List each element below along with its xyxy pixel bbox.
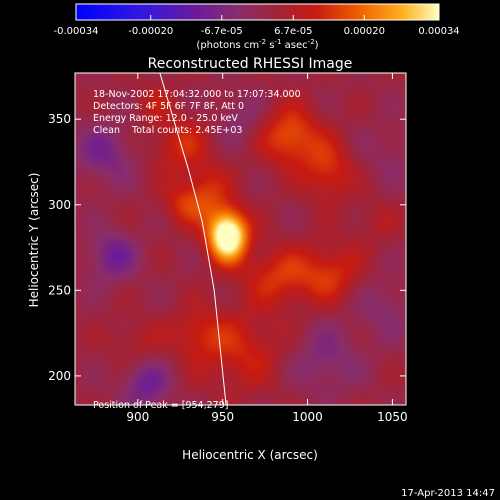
annotation-detectors: Detectors: 4F 5F 6F 7F 8F, Att 0 [93, 101, 244, 112]
y-tick-label: 300 [48, 198, 71, 212]
annotation-time-range: 18-Nov-2002 17:04:32.000 to 17:07:34.000 [93, 89, 301, 100]
plot-frame [74, 72, 407, 406]
annotation-counts: Clean Total counts: 2.45E+03 [93, 125, 242, 136]
y-axis-label: Heliocentric Y (arcsec) [27, 173, 41, 308]
colorbar-tick-label: 0.00020 [344, 26, 385, 37]
footer-date: 17-Apr-2013 14:47 [401, 488, 495, 499]
heatmap-image [75, 73, 406, 405]
colorbar-ticks: -0.00034 -0.00020 -6.7e-05 6.7e-05 0.00020 0.… [54, 15, 460, 37]
colorbar-unit: (photons cm-2 s-1 asec-2) [196, 38, 318, 51]
colorbar-tick-label: -0.00034 [54, 26, 99, 37]
annotation-block: 18-Nov-2002 17:04:32.000 to 17:07:34.000… [93, 89, 301, 136]
colorbar-gradient [75, 3, 440, 21]
colorbar-tick-label: -6.7e-05 [201, 26, 243, 37]
x-tick-label: 950 [211, 410, 234, 424]
peak-position-label: Position of Peak = [954,279] [93, 400, 228, 411]
x-tick-label: 1050 [377, 410, 408, 424]
y-tick-label: 250 [48, 283, 71, 297]
plot-area: 900 950 1000 1050 200 250 300 350 [48, 72, 408, 424]
x-axis-label: Heliocentric X (arcsec) [182, 448, 318, 462]
y-tick-label: 350 [48, 112, 71, 126]
colorbar-tick-label: -0.00020 [128, 26, 173, 37]
y-tick-label: 200 [48, 369, 71, 383]
colorbar-tick-label: 6.7e-05 [274, 26, 312, 37]
solar-limb-curve [159, 73, 227, 405]
colorbar-tick-label: 0.00034 [418, 26, 459, 37]
x-tick-label: 1000 [292, 410, 323, 424]
axis-ticks: 900 950 1000 1050 200 250 300 350 [48, 73, 408, 424]
chart-title: Reconstructed RHESSI Image [148, 56, 353, 72]
annotation-energy: Energy Range: 12.0 - 25.0 keV [93, 113, 238, 124]
x-tick-label: 900 [126, 410, 149, 424]
colorbar: -0.00034 -0.00020 -6.7e-05 6.7e-05 0.00020 0.… [54, 3, 460, 51]
